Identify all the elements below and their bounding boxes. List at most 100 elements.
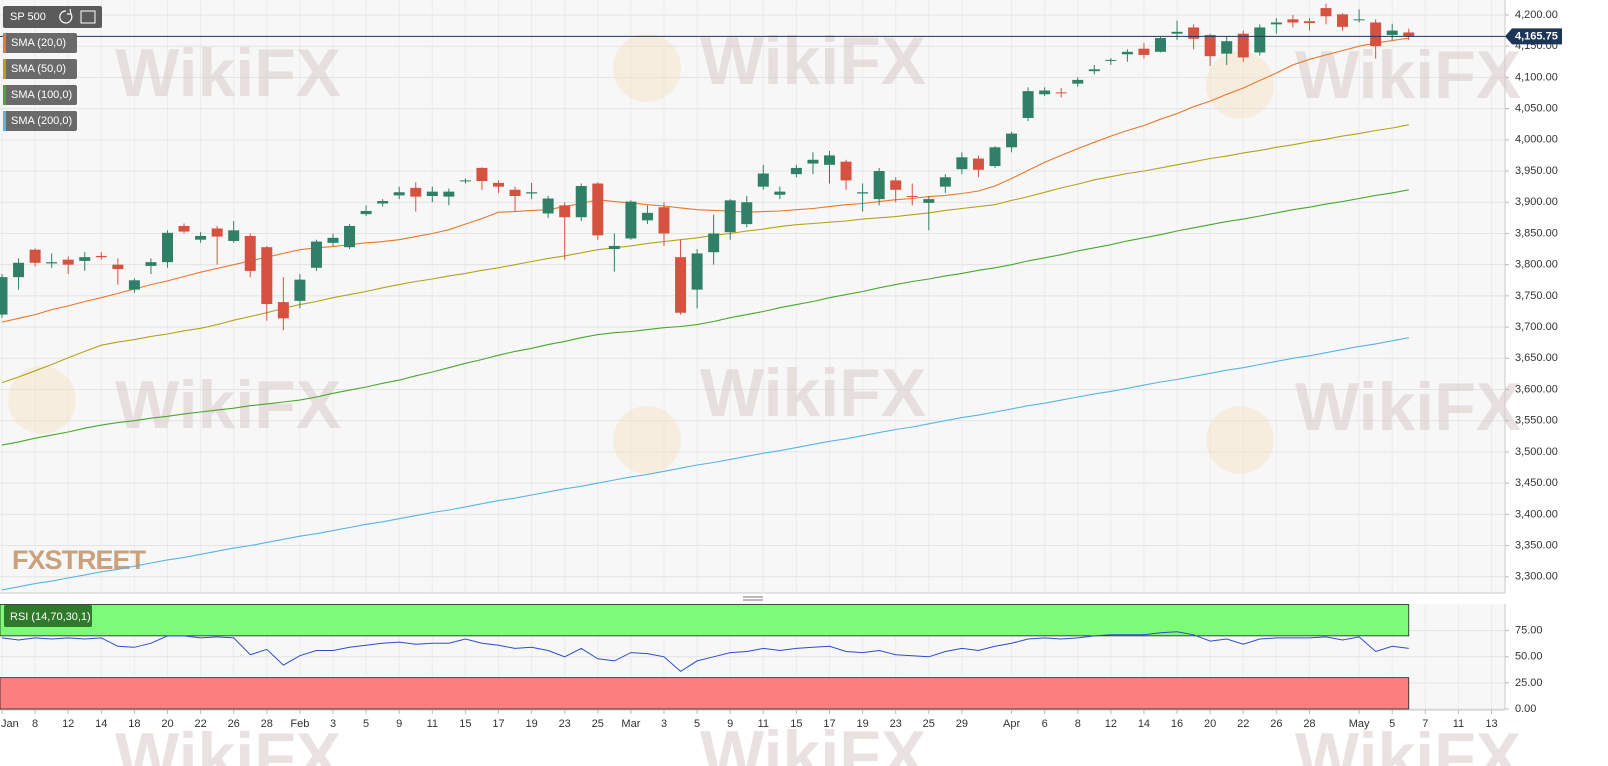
- x-tick-label: 20: [161, 718, 173, 730]
- candle-body: [1006, 133, 1018, 148]
- candle-body: [873, 171, 885, 200]
- candle-body: [972, 158, 984, 170]
- x-tick-label: 17: [492, 718, 504, 730]
- legend-text: SMA (100,0): [11, 89, 72, 101]
- watermark-logo: [1206, 406, 1274, 474]
- symbol-box[interactable]: [3, 6, 102, 28]
- x-tick-label: 9: [727, 718, 733, 730]
- x-tick-label: 15: [790, 718, 802, 730]
- candle-body: [1055, 92, 1067, 94]
- y-tick-label: 4,050.00: [1515, 103, 1558, 115]
- legend: SP 500 RSI (14,70,30,1) SMA (20,0) SMA (5…: [3, 6, 102, 627]
- candle-body: [344, 225, 356, 248]
- candle-body: [1353, 19, 1365, 21]
- y-tick-label: 4,100.00: [1515, 71, 1558, 83]
- y-tick-label: 3,450.00: [1515, 477, 1558, 489]
- candle-body: [542, 198, 554, 214]
- candle-body: [526, 192, 538, 194]
- candle-body: [29, 249, 41, 263]
- candle-body: [807, 159, 819, 164]
- candle-body: [294, 279, 306, 301]
- watermark-logo: [8, 366, 76, 434]
- candle-body: [1403, 32, 1415, 37]
- watermark: WikiFX: [1295, 369, 1521, 445]
- candle-body: [327, 237, 339, 243]
- x-tick-label: 22: [194, 718, 206, 730]
- candle-body: [1188, 27, 1200, 39]
- y-tick-label: 3,850.00: [1515, 227, 1558, 239]
- candle-body: [1138, 48, 1150, 55]
- candle-body: [824, 155, 835, 165]
- y-tick-label: 3,800.00: [1515, 259, 1558, 271]
- legend-box[interactable]: [3, 111, 77, 131]
- x-tick-label: 18: [128, 718, 140, 730]
- sma-line: [1, 337, 1409, 591]
- candle-body: [1171, 31, 1183, 34]
- legend-box[interactable]: [3, 33, 77, 53]
- x-tick-label: 8: [32, 718, 38, 730]
- x-tick-label: 19: [525, 718, 537, 730]
- watermark: WikiFX: [1295, 37, 1521, 113]
- watermark-logo: [613, 34, 681, 102]
- panel-splitter[interactable]: [0, 594, 1505, 603]
- x-tick-label: 22: [1237, 718, 1249, 730]
- x-tick-label: 3: [330, 718, 336, 730]
- x-tick-label: 25: [592, 718, 604, 730]
- candle-body: [360, 210, 372, 215]
- y-tick-label: 3,650.00: [1515, 352, 1558, 364]
- watermark-logo: [613, 406, 681, 474]
- reload-icon[interactable]: [59, 8, 73, 24]
- candle-body: [426, 191, 438, 197]
- candle-body: [790, 167, 802, 175]
- rsi-legend-text: RSI (14,70,30,1): [10, 611, 91, 623]
- candle-body: [46, 262, 58, 264]
- x-tick-label: 9: [396, 718, 402, 730]
- candle-body: [195, 235, 207, 240]
- sma-line: [1, 189, 1409, 446]
- candle-body: [261, 247, 273, 304]
- rsi-legend-box[interactable]: [4, 605, 92, 627]
- legend-box[interactable]: [3, 59, 77, 79]
- axis-labels: Jan 8 12 14 18 20 22 26 28 Feb 3 5 9 11 15 17 19 23 25 Mar 3…: [0, 9, 1562, 730]
- watermark: WikiFX: [700, 717, 926, 766]
- y-tick-label: 3,700.00: [1515, 321, 1558, 333]
- candle-body: [459, 180, 471, 182]
- candle-body: [923, 199, 935, 203]
- x-tick-label: 11: [758, 718, 769, 730]
- legend-swatch: [3, 85, 6, 105]
- candle-body: [277, 302, 289, 319]
- x-tick-label: 20: [1204, 718, 1216, 730]
- candle-body: [1204, 34, 1216, 57]
- x-tick-label: Mar: [621, 718, 640, 730]
- candle-body: [641, 212, 653, 221]
- sma-line: [1, 124, 1409, 384]
- splitter-bar[interactable]: [0, 594, 1505, 603]
- candle-body: [840, 161, 852, 181]
- candle-body: [708, 233, 720, 253]
- candle-body: [410, 187, 422, 197]
- x-tick-label: 5: [363, 718, 369, 730]
- candle-body: [691, 253, 703, 290]
- candle-body: [1105, 59, 1117, 61]
- x-tick-label: Jan: [1, 718, 19, 730]
- x-tick-label: 28: [261, 718, 273, 730]
- x-tick-label: 7: [1422, 718, 1428, 730]
- settings-icon[interactable]: [80, 10, 96, 24]
- x-tick-label: 15: [459, 718, 471, 730]
- legend-swatch: [3, 59, 6, 79]
- candle-body: [211, 228, 223, 237]
- candle-body: [757, 173, 769, 187]
- x-tick-label: 25: [923, 718, 935, 730]
- candle-body: [1237, 33, 1249, 58]
- candle-body: [939, 177, 951, 187]
- candle-body: [956, 157, 968, 170]
- y-tick-label: 3,950.00: [1515, 165, 1558, 177]
- x-tick-label: 26: [1270, 718, 1282, 730]
- candle-body: [393, 192, 405, 196]
- candle-body: [476, 167, 488, 182]
- legend-box[interactable]: [3, 85, 77, 105]
- x-tick-label: 28: [1303, 718, 1315, 730]
- legend-text: SMA (200,0): [11, 115, 72, 127]
- watermark-logo: [1206, 51, 1274, 119]
- candle-body: [1303, 21, 1315, 24]
